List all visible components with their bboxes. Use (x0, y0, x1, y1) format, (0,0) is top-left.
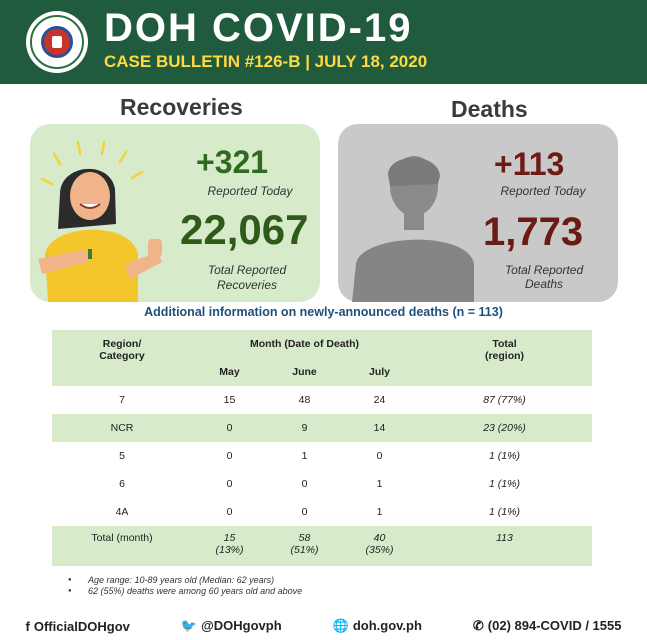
col-month-header: Month (Date of Death) (249, 338, 360, 350)
row-region: NCR (110, 422, 134, 434)
table-row: 7 15 48 24 87 (77%) (52, 386, 592, 414)
row-june: 9 (301, 422, 308, 434)
globe-icon: 🌐 (332, 618, 349, 633)
table-row: 6 0 0 1 1 (1%) (52, 470, 592, 498)
deaths-today-label: Reported Today (500, 184, 586, 198)
recoveries-total-value: 22,067 (180, 206, 309, 253)
row-july: 1 (376, 506, 383, 518)
row-total: 87 (77%) (483, 394, 526, 406)
recoveries-card: +321 Reported Today 22,067 Total Reporte… (30, 124, 320, 302)
bulletin-subtitle: CASE BULLETIN #126-B | JULY 18, 2020 (104, 52, 428, 71)
row-july: 0 (376, 450, 383, 462)
phone-icon: ✆ (472, 618, 484, 633)
table-row: NCR 0 9 14 23 (20%) (52, 414, 592, 442)
total-may: 15 (13%) (215, 532, 244, 556)
row-may: 0 (226, 450, 233, 462)
deaths-total-value: 1,773 (483, 210, 584, 254)
row-july: 1 (376, 478, 383, 490)
row-may: 0 (226, 478, 233, 490)
row-june: 0 (301, 506, 308, 518)
footer-contacts: f OfficialDOHgov 🐦 @DOHgovph 🌐 doh.gov.ph ✆… (0, 612, 647, 640)
doh-seal-logo (26, 11, 88, 73)
deaths-total-label-line1: Total Reported (504, 263, 584, 277)
recoveries-total-label-line1: Total Reported (207, 263, 287, 277)
row-july: 14 (373, 422, 386, 434)
footnote-age-range: Age range: 10-89 years old (Median: 62 y… (68, 575, 302, 586)
row-region: 5 (119, 450, 125, 462)
deaths-today-value: +113 (494, 146, 565, 182)
total-june: 58 (51%) (290, 532, 319, 556)
col-july-header: July (368, 366, 390, 378)
col-may-header: May (219, 366, 240, 378)
row-total: 1 (1%) (489, 506, 520, 518)
table-row: 5 0 1 0 1 (1%) (52, 442, 592, 470)
total-july: 40 (35%) (365, 532, 394, 556)
row-total: 23 (20%) (483, 422, 526, 434)
phone-contact[interactable]: ✆ (02) 894-COVID / 1555 (472, 618, 622, 633)
twitter-link[interactable]: 🐦 @DOHgovph (180, 618, 282, 633)
row-total: 1 (1%) (489, 450, 520, 462)
row-june: 48 (298, 394, 311, 406)
recoveries-today-value: +321 (196, 144, 269, 180)
row-region: 7 (119, 394, 125, 406)
table-total-row: Total (month) 15 (13%) 58 (51%) 40 (35%)… (52, 526, 592, 566)
total-row-label: Total (month) (91, 532, 153, 544)
row-may: 0 (226, 422, 233, 434)
deaths-by-region-table: Region/ Category Month (Date of Death) T… (52, 330, 592, 566)
col-region-header: Region/ Category (99, 338, 145, 362)
deaths-table-title: Additional information on newly-announce… (144, 305, 503, 319)
header-banner: DOH COVID-19 CASE BULLETIN #126-B | JULY… (0, 0, 647, 84)
row-july: 24 (373, 394, 386, 406)
row-region: 6 (119, 478, 125, 490)
row-may: 15 (223, 394, 236, 406)
deaths-total-label-line2: Deaths (524, 277, 564, 291)
deaths-heading: Deaths (451, 96, 528, 122)
recoveries-total-label-line2: Recoveries (216, 278, 278, 292)
col-june-header: June (292, 366, 317, 378)
row-june: 0 (301, 478, 308, 490)
footnotes: Age range: 10-89 years old (Median: 62 y… (68, 575, 302, 597)
bulletin-title: DOH COVID-19 (104, 6, 413, 50)
person-silhouette-illustration (352, 156, 474, 302)
table-row: 4A 0 0 1 1 (1%) (52, 498, 592, 526)
website-link[interactable]: 🌐 doh.gov.ph (332, 618, 422, 633)
row-june: 1 (301, 450, 308, 462)
col-total-header: Total (region) (484, 338, 525, 362)
total-overall: 113 (496, 532, 513, 544)
row-total: 1 (1%) (489, 478, 520, 490)
twitter-icon: 🐦 (180, 618, 198, 633)
recoveries-today-label: Reported Today (207, 184, 293, 198)
facebook-link[interactable]: f OfficialDOHgov (25, 618, 130, 634)
footnote-senior-deaths: 62 (55%) deaths were among 60 years old … (68, 586, 302, 597)
table-header-row: Region/ Category Month (Date of Death) T… (52, 330, 592, 362)
deaths-card: +113 Reported Today 1,773 Total Reported… (338, 124, 618, 302)
recoveries-heading: Recoveries (120, 94, 243, 120)
facebook-icon: f (25, 618, 30, 634)
recovered-woman-illustration (38, 140, 162, 302)
row-region: 4A (115, 506, 129, 518)
row-may: 0 (226, 506, 233, 518)
